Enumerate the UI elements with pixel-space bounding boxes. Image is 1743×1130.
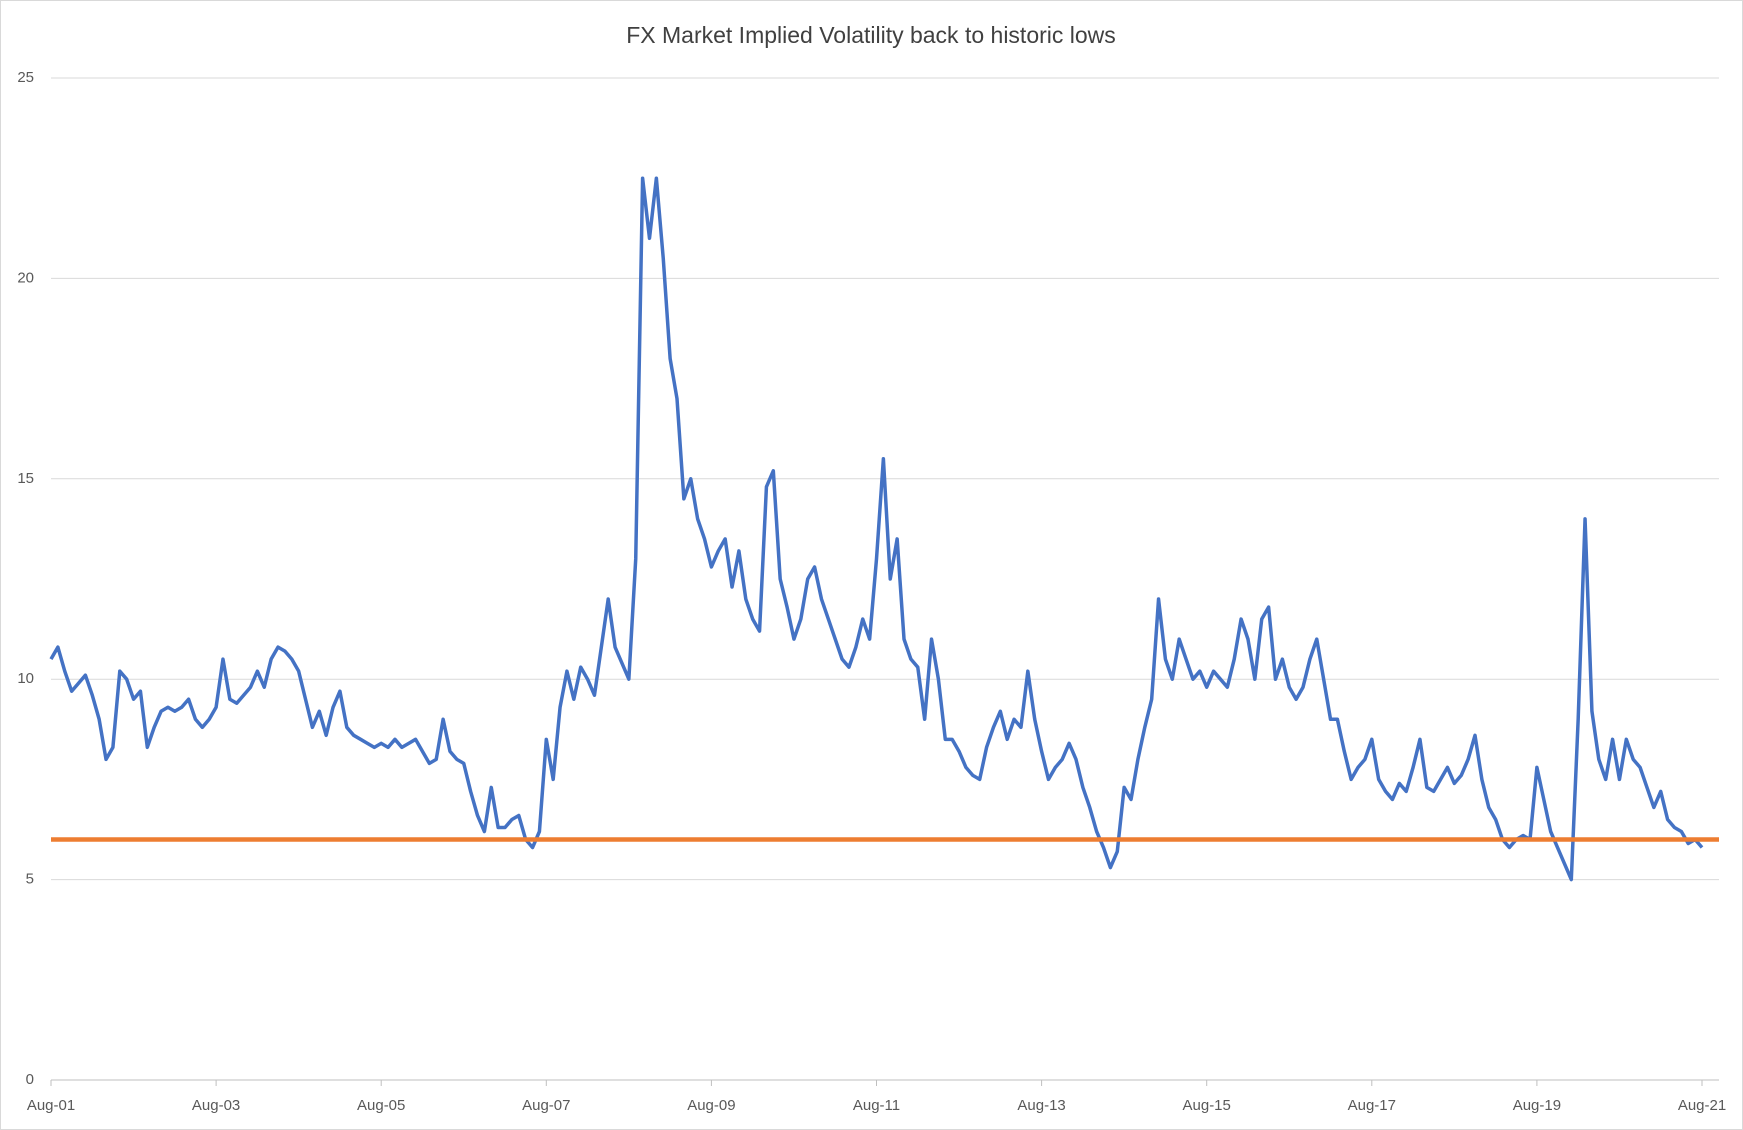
x-tick-label: Aug-03 bbox=[192, 1097, 240, 1114]
x-tick-label: Aug-11 bbox=[853, 1097, 900, 1114]
chart-title: FX Market Implied Volatility back to his… bbox=[626, 22, 1116, 48]
x-tick-label: Aug-01 bbox=[27, 1097, 75, 1114]
x-tick-label: Aug-07 bbox=[522, 1097, 570, 1114]
x-tick-label: Aug-21 bbox=[1678, 1097, 1726, 1114]
x-tick-label: Aug-17 bbox=[1348, 1097, 1396, 1114]
x-tick-label: Aug-13 bbox=[1017, 1097, 1065, 1114]
x-tick-label: Aug-09 bbox=[687, 1097, 735, 1114]
x-tick-label: Aug-19 bbox=[1513, 1097, 1561, 1114]
y-tick-label: 25 bbox=[17, 69, 34, 86]
x-tick-label: Aug-15 bbox=[1183, 1097, 1231, 1114]
y-tick-label: 10 bbox=[17, 670, 34, 687]
y-tick-label: 20 bbox=[17, 269, 34, 286]
y-tick-label: 0 bbox=[26, 1071, 34, 1088]
y-tick-label: 5 bbox=[26, 871, 34, 888]
y-tick-label: 15 bbox=[17, 470, 34, 487]
x-tick-label: Aug-05 bbox=[357, 1097, 405, 1114]
data-line bbox=[49, 176, 1704, 882]
